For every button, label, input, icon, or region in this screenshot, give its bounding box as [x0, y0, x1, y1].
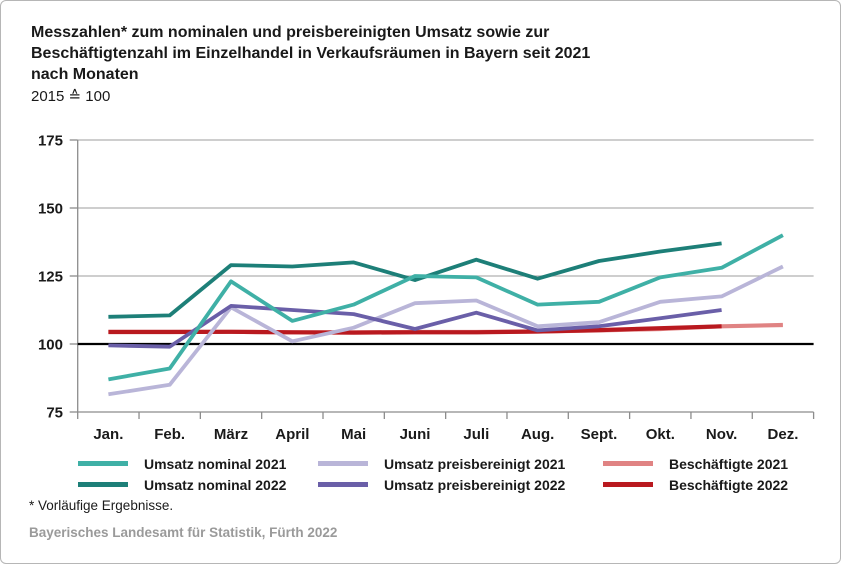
legend-swatch	[78, 461, 128, 466]
legend-label: Umsatz nominal 2022	[144, 476, 287, 493]
legend-swatch	[603, 461, 653, 466]
title-block: Messzahlen* zum nominalen und preisberei…	[31, 22, 811, 107]
legend-item-umsatz-nominal-2021: Umsatz nominal 2021	[78, 453, 286, 474]
x-tick-label: Feb.	[154, 426, 185, 443]
x-tick-label: Dez.	[768, 426, 799, 443]
x-tick-label: Mai	[341, 426, 366, 443]
x-tick-label: Juni	[400, 426, 431, 443]
legend-label: Umsatz preisbereinigt 2021	[384, 455, 566, 472]
x-tick-label: Okt.	[646, 426, 675, 443]
legend-label: Umsatz preisbereinigt 2022	[384, 476, 566, 493]
page-title-line-3: nach Monaten	[31, 66, 139, 83]
legend-swatch	[318, 482, 368, 487]
legend-column: Umsatz preisbereinigt 2021 Umsatz preisbe…	[318, 453, 565, 495]
x-tick-label: März	[214, 426, 248, 443]
y-tick-label: 100	[38, 337, 63, 354]
line-umsatz-preisbereinigt-2021	[108, 264, 784, 397]
legend-swatch	[603, 482, 653, 487]
x-tick-label: Juli	[463, 426, 489, 443]
x-tick-label: Aug.	[521, 426, 554, 443]
legend-item-umsatz-preisbereinigt-2021: Umsatz preisbereinigt 2021	[318, 453, 565, 474]
x-tick-label: Sept.	[581, 426, 618, 443]
legend-item-umsatz-nominal-2022: Umsatz nominal 2022	[78, 474, 286, 495]
legend-label: Beschäftigte 2021	[669, 455, 789, 472]
page-title-line-2: Beschäftigtenzahl im Einzelhandel in Ver…	[31, 45, 591, 62]
legend-label: Umsatz nominal 2021	[144, 455, 287, 472]
legend-item-umsatz-preisbereinigt-2022: Umsatz preisbereinigt 2022	[318, 474, 565, 495]
index-base-subtitle: 2015 ≙ 100	[31, 88, 111, 105]
legend-column: Umsatz nominal 2021 Umsatz nominal 2022	[78, 453, 286, 495]
legend-swatch	[318, 461, 368, 466]
footnote: * Vorläufige Ergebnisse.	[29, 498, 174, 513]
y-tick-label: 175	[38, 133, 63, 150]
source-credit: Bayerisches Landesamt für Statistik, Für…	[29, 525, 338, 540]
x-tick-label: April	[275, 426, 309, 443]
line-umsatz-nominal-2021	[108, 233, 784, 382]
legend-column: Beschäftigte 2021 Beschäftigte 2022	[603, 453, 788, 495]
legend-label: Beschäftigte 2022	[669, 476, 789, 493]
chart-legend: Umsatz nominal 2021 Umsatz nominal 2022 Um…	[1, 453, 840, 497]
legend-item-beschaeftigte-2021: Beschäftigte 2021	[603, 453, 788, 474]
y-tick-label: 150	[38, 201, 63, 218]
legend-item-beschaeftigte-2022: Beschäftigte 2022	[603, 474, 788, 495]
x-tick-label: Nov.	[706, 426, 737, 443]
legend-swatch	[78, 482, 128, 487]
y-tick-label: 75	[46, 405, 63, 422]
line-umsatz-nominal-2022	[108, 241, 722, 319]
x-tick-label: Jan.	[93, 426, 123, 443]
page-title-line-1: Messzahlen* zum nominalen und preisberei…	[31, 24, 550, 41]
y-tick-label: 125	[38, 269, 63, 286]
line-umsatz-preisbereinigt-2022	[108, 303, 722, 349]
